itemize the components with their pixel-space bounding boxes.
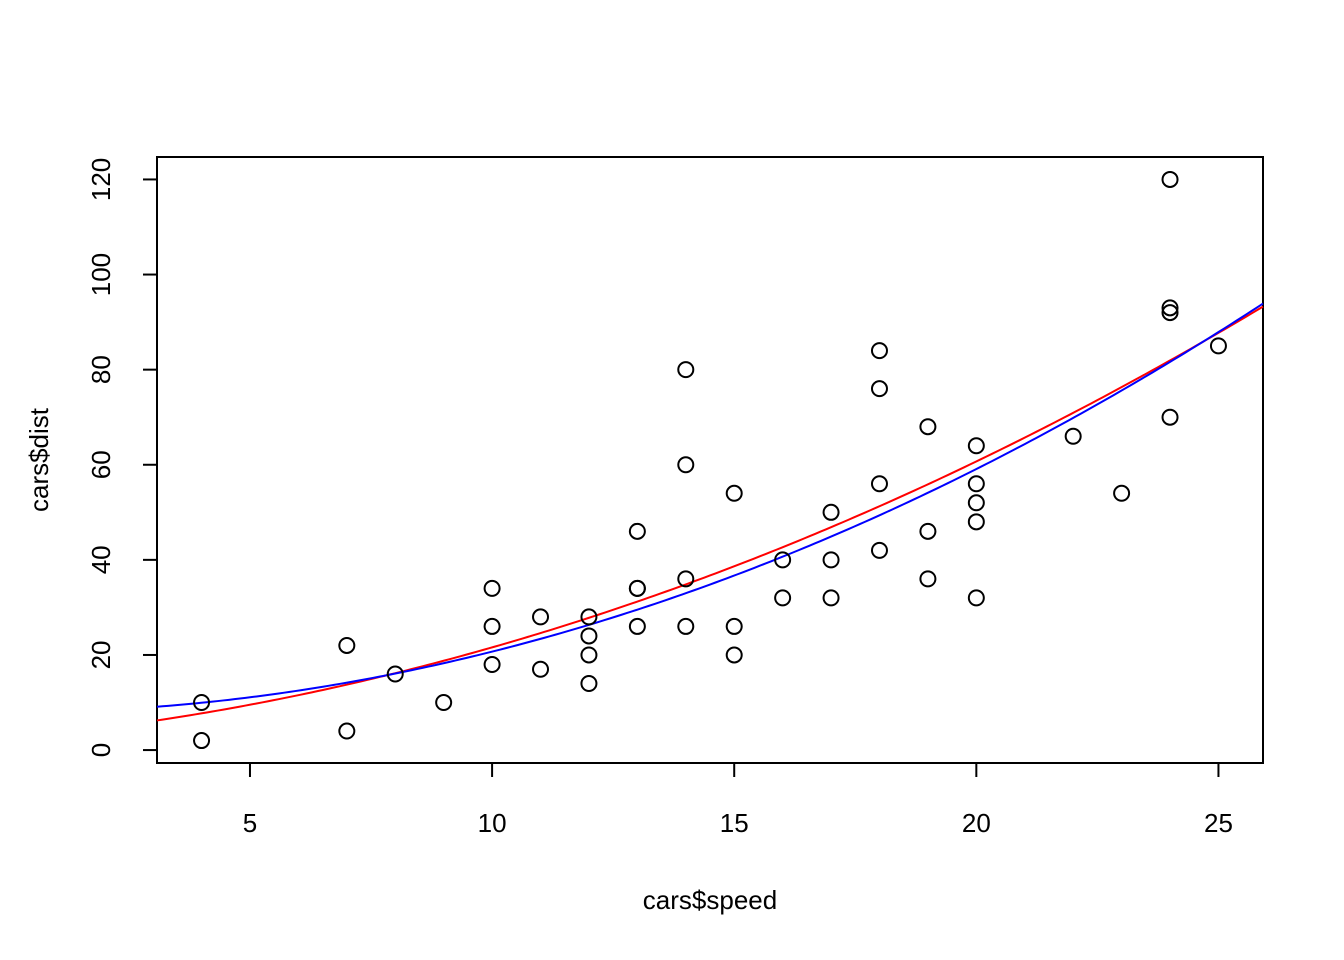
data-point xyxy=(532,660,550,678)
data-point xyxy=(1113,484,1131,502)
data-point xyxy=(967,513,985,531)
x-tick-label: 20 xyxy=(962,808,991,838)
data-point xyxy=(677,361,695,379)
x-axis-label: cars$speed xyxy=(643,885,777,915)
data-point xyxy=(628,522,646,540)
data-point xyxy=(870,380,888,398)
data-point xyxy=(483,655,501,673)
data-point xyxy=(919,570,937,588)
y-tick-label: 120 xyxy=(86,158,116,201)
data-point xyxy=(1161,170,1179,188)
data-point xyxy=(580,674,598,692)
data-point xyxy=(483,579,501,597)
fit-curves xyxy=(156,302,1264,722)
x-tick-label: 10 xyxy=(478,808,507,838)
data-point xyxy=(919,418,937,436)
data-point xyxy=(677,570,695,588)
data-point xyxy=(1209,337,1227,355)
data-point xyxy=(483,617,501,635)
data-point xyxy=(435,694,453,712)
data-point xyxy=(580,646,598,664)
data-point xyxy=(967,494,985,512)
data-point xyxy=(628,617,646,635)
data-point xyxy=(967,589,985,607)
data-point xyxy=(580,627,598,645)
data-points xyxy=(193,170,1227,750)
data-point xyxy=(193,694,211,712)
data-point xyxy=(1161,408,1179,426)
data-point xyxy=(193,732,211,750)
data-point xyxy=(677,617,695,635)
y-tick-label: 20 xyxy=(86,641,116,670)
data-point xyxy=(774,589,792,607)
data-point xyxy=(919,522,937,540)
plot-frame xyxy=(156,156,1264,764)
x-tick-label: 5 xyxy=(243,808,257,838)
data-point xyxy=(1064,427,1082,445)
data-point xyxy=(628,579,646,597)
data-point xyxy=(1161,304,1179,322)
data-point xyxy=(774,551,792,569)
x-axis: 5 10 15 20 25 xyxy=(243,762,1233,838)
y-tick-label: 0 xyxy=(86,743,116,757)
data-point xyxy=(386,665,404,683)
data-point xyxy=(1161,299,1179,317)
data-point xyxy=(580,608,598,626)
y-axis-label: cars$dist xyxy=(24,407,54,512)
y-tick-label: 100 xyxy=(86,253,116,296)
data-point xyxy=(725,646,743,664)
data-point xyxy=(822,589,840,607)
data-point xyxy=(870,541,888,559)
x-tick-label: 25 xyxy=(1204,808,1233,838)
data-point xyxy=(967,475,985,493)
data-point xyxy=(870,342,888,360)
data-point xyxy=(338,636,356,654)
y-tick-label: 80 xyxy=(86,355,116,384)
data-point xyxy=(677,456,695,474)
y-tick-label: 60 xyxy=(86,450,116,479)
data-point xyxy=(532,608,550,626)
fit-curve xyxy=(156,302,1264,708)
fit-curve xyxy=(156,305,1264,722)
x-tick-label: 15 xyxy=(720,808,749,838)
data-point xyxy=(725,484,743,502)
data-point xyxy=(725,617,743,635)
data-point xyxy=(870,475,888,493)
y-axis: 0 20 40 60 80 100 120 xyxy=(86,158,158,757)
data-point xyxy=(822,503,840,521)
data-point xyxy=(822,551,840,569)
y-tick-label: 40 xyxy=(86,545,116,574)
data-point xyxy=(338,722,356,740)
data-point xyxy=(967,437,985,455)
